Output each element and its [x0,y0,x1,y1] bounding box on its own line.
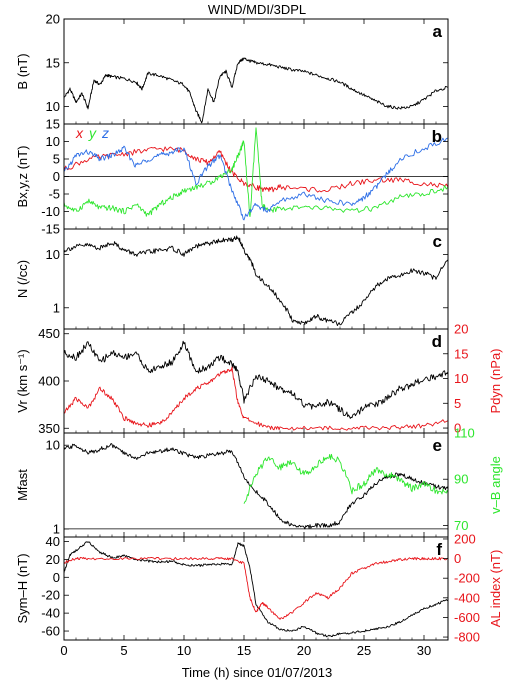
series-e-black [63,443,449,530]
series-d-red [63,366,449,431]
panel-frame [63,328,449,434]
x-tick-label: 5 [120,643,127,658]
y-tick-label: -10 [41,204,60,219]
panel-a: 10 15 20 B (nT) a [15,12,449,125]
x-tick-label: 15 [237,643,251,658]
y2-tick-label: 15 [454,346,468,361]
y2-axis-label: AL index (nT) [488,550,503,628]
panel-d: 350 400 450 Vr (km s⁻¹) 0 5 10 15 20 Pdyn (nPa) d [15,322,503,436]
y-tick-label: 15 [46,117,60,132]
y-tick-label: 10 [46,99,60,114]
series-a-black [63,57,449,124]
y-tick-label: 450 [38,326,60,341]
panel-frame [63,536,449,641]
y2-tick-label: 200 [454,531,476,546]
x-tick-label: 25 [357,643,371,658]
y-tick-label: 5 [53,152,60,167]
x-tick-label: 20 [297,643,311,658]
y-axis-label: Sym–H (nT) [15,553,30,623]
series-d-black [63,340,449,419]
y2-axis-label: v–B angle [488,456,503,514]
legend-entry-z: z [101,125,109,141]
y-tick-label: -20 [41,588,60,603]
y-tick-label: 350 [38,421,60,436]
y-tick-label: -5 [48,187,60,202]
y-tick-label: -60 [41,624,60,639]
y-tick-label: 20 [46,552,60,567]
series-b-y [63,127,449,218]
y2-axis-label: Pdyn (nPa) [488,348,503,413]
y2-tick-label: 110 [454,426,475,441]
legend-entry-y: y [88,125,97,141]
y-tick-label: 1 [53,521,60,536]
panel-letter: f [436,540,442,559]
y2-tick-label: 0 [454,421,461,436]
y2-tick-label: -600 [454,610,480,625]
x-tick-label: 0 [60,643,67,658]
y-tick-label: 0 [53,570,60,585]
y2-tick-label: 0 [454,551,461,566]
series-b-x [63,146,449,193]
y-tick-label: 20 [46,12,60,27]
panel-frame [63,432,449,538]
y2-tick-label: -800 [454,630,480,645]
panel-letter: a [433,22,443,41]
figure-title: WIND/MDI/3DPL [208,2,306,17]
y2-tick-label: 20 [454,322,468,337]
panel-letter: c [433,232,442,251]
y-tick-label: 10 [46,438,60,453]
series-f-black [63,541,449,638]
y-tick-label: 15 [46,55,60,70]
y2-tick-label: -200 [454,571,480,586]
y-tick-label: 400 [38,374,60,389]
y2-tick-label: 90 [454,472,468,487]
panel-b: -15 -10 -5 0 5 10 15 Bx,y,z (nT) b x y z [15,117,449,237]
y2-tick-label: -400 [454,590,480,605]
series-b-z [63,137,449,221]
series-e-green [243,453,449,504]
x-tick-label: 10 [177,643,191,658]
y-tick-label: 40 [46,534,60,549]
panel-frame [63,18,449,125]
panel-letter: d [432,332,442,351]
y-tick-label: -15 [41,222,60,237]
series-c-black [63,235,449,327]
x-axis-label: Time (h) since 01/07/2013 [182,665,333,680]
panel-letter: b [432,127,442,146]
y-tick-label: 10 [46,134,60,149]
series-f-red [63,556,449,620]
y2-tick-label: 5 [454,396,461,411]
legend-entry-x: x [75,125,84,141]
x-tick-label: 30 [417,643,431,658]
y-tick-label: 1 [53,300,60,315]
y-tick-label: 10 [46,247,60,262]
y-axis-label: Vr (km s⁻¹) [15,349,30,412]
y2-tick-label: 10 [454,371,468,386]
y-axis-label: B (nT) [15,53,30,89]
y2-tick-label: 70 [454,518,468,533]
panel-c: 1 10 N (/cc) c [15,228,449,330]
panel-letter: e [433,436,442,455]
y-axis-label: Bx,y,z (nT) [15,146,30,208]
panel-frame [63,228,449,330]
y-axis-label: Mfast [15,469,30,501]
y-tick-label: -40 [41,606,60,621]
y-axis-label: N (/cc) [15,260,30,298]
y-tick-label: 0 [53,169,60,184]
